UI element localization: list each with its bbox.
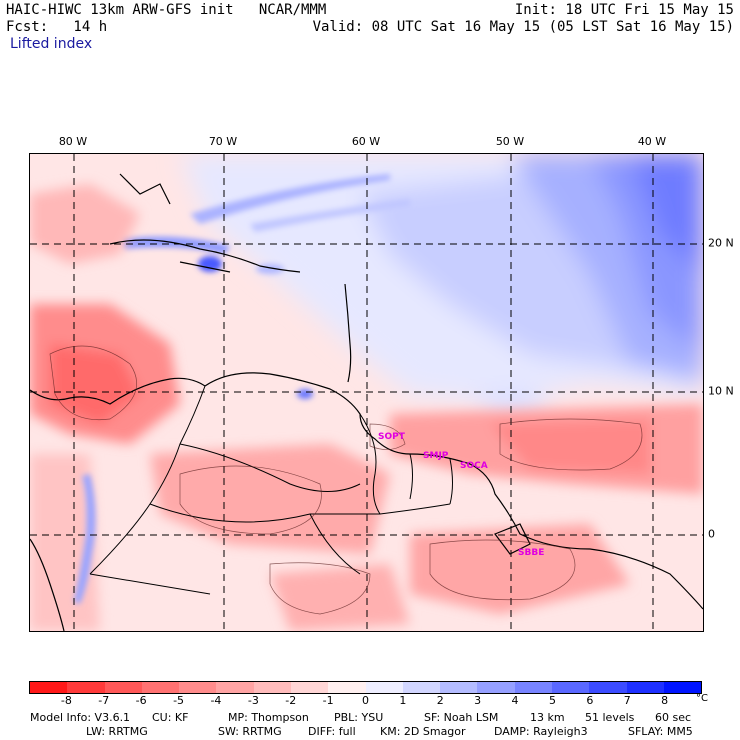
colorbar-swatch (141, 682, 180, 693)
station-label: SOPT (378, 432, 405, 442)
colorbar-tick-label: 6 (586, 694, 594, 707)
model-info-item: SW: RRTMG (218, 725, 282, 738)
unstable-region (30, 184, 703, 631)
valid-time: Valid: 08 UTC Sat 16 May 15 (05 LST Sat … (312, 19, 734, 35)
lon-label-40w: 40 W (637, 135, 667, 148)
colorbar-tick-label: -4 (210, 694, 222, 707)
colorbar-swatch (626, 682, 664, 693)
colorbar-tick-label: 5 (548, 694, 556, 707)
colorbar-swatch (477, 682, 515, 693)
colorbar-tick-label: -8 (60, 694, 72, 707)
lat-label-0: 0 (708, 527, 715, 541)
plot-title: HAIC-HIWC 13km ARW-GFS init NCAR/MMM (6, 2, 327, 18)
model-info-item: 13 km (530, 711, 565, 724)
lifted-index-map (30, 154, 703, 631)
colorbar-swatch (551, 682, 590, 693)
colorbar-tick-label: -5 (173, 694, 185, 707)
colorbar-tick-label: -2 (285, 694, 297, 707)
colorbar-swatch (290, 682, 329, 693)
andes-stable-streak (74, 474, 96, 604)
colorbar-swatch (216, 682, 254, 693)
colorbar-tick-label: 1 (399, 694, 407, 707)
forecast-hour: Fcst: 14 h (6, 19, 108, 35)
colorbar-swatch (589, 682, 627, 693)
model-info-item: 51 levels (585, 711, 635, 724)
colorbar-tick-label: 2 (436, 694, 444, 707)
lon-label-50w: 50 W (495, 135, 525, 148)
colorbar-tick-label: -6 (135, 694, 147, 707)
lat-label-10n: 10 N (708, 384, 734, 398)
colorbar-swatch (30, 682, 68, 693)
colorbar-swatch (440, 682, 478, 693)
colorbar-swatch (67, 682, 105, 693)
colorbar-swatch (253, 682, 291, 693)
model-info-item: SF: Noah LSM (424, 711, 499, 724)
model-info-item: MP: Thompson (228, 711, 309, 724)
colorbar-swatch (663, 682, 702, 693)
colorbar-swatch (402, 682, 441, 693)
model-info-item: SFLAY: MM5 (628, 725, 693, 738)
lat-label-20n: 20 N (708, 236, 734, 250)
country-borders (89, 385, 453, 595)
colorbar-tick-label: -1 (322, 694, 334, 707)
colorbar-tick-label: 4 (511, 694, 519, 707)
colorbar-swatch (514, 682, 552, 693)
colorbar-tick-label: 3 (474, 694, 482, 707)
latlon-grid (30, 154, 703, 631)
lon-label-60w: 60 W (351, 135, 381, 148)
model-info-item: DIFF: full (308, 725, 356, 738)
colorbar-swatch (179, 682, 217, 693)
model-info-item: KM: 2D Smagor (380, 725, 466, 738)
lon-label-70w: 70 W (208, 135, 238, 148)
field-name: Lifted index (10, 36, 93, 52)
contours (49, 345, 643, 615)
station-label: SMJP (423, 451, 449, 461)
colorbar-tick-label: 8 (661, 694, 669, 707)
station-label: SOCA (460, 461, 488, 471)
map-panel (29, 153, 704, 632)
station-label: SBBE (518, 548, 545, 558)
colorbar-tick-label: 0 (362, 694, 369, 707)
model-info-item: CU: KF (152, 711, 189, 724)
colorbar-tick-label: 7 (623, 694, 631, 707)
colorbar-swatch (365, 682, 403, 693)
model-info-item: Model Info: V3.6.1 (30, 711, 131, 724)
colorbar-unit: °C (696, 693, 708, 704)
colorbar-swatch (328, 682, 366, 693)
model-info-item: 60 sec (655, 711, 692, 724)
colorbar-tick-label: -7 (98, 694, 110, 707)
lon-label-80w: 80 W (58, 135, 88, 148)
model-info-item: DAMP: Rayleigh3 (494, 725, 588, 738)
init-time: Init: 18 UTC Fri 15 May 15 (514, 2, 734, 18)
coastlines (30, 173, 703, 631)
model-info-item: PBL: YSU (334, 711, 384, 724)
colorbar-tick-label: -3 (247, 694, 259, 707)
colorbar (29, 681, 702, 694)
model-info-item: LW: RRTMG (86, 725, 148, 738)
colorbar-swatch (104, 682, 142, 693)
